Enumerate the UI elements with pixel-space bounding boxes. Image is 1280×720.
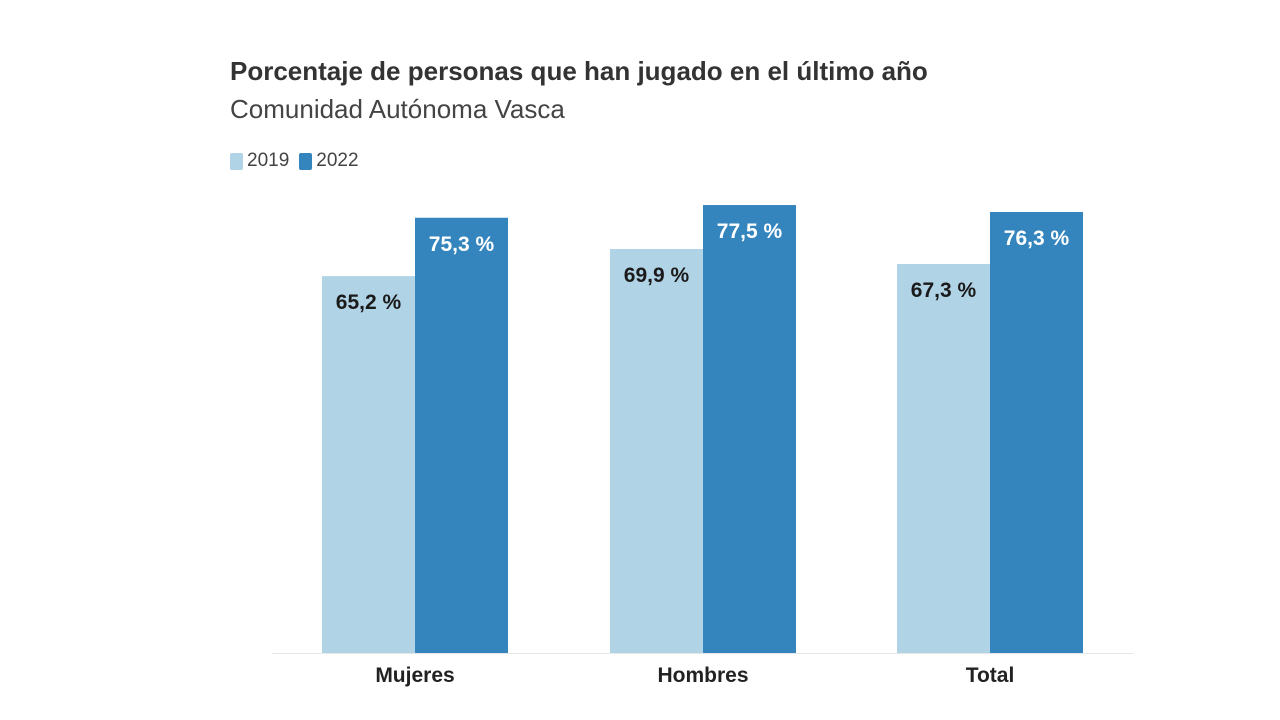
x-tick-label-hombres: Hombres: [657, 664, 748, 687]
data-label-total-2022: 76,3 %: [1004, 227, 1070, 250]
bar-mujeres-2022: [415, 217, 508, 654]
legend-item-2019: 2019: [230, 150, 289, 172]
data-label-hombres-2022: 77,5 %: [717, 220, 783, 243]
bar-mujeres-2019: [322, 276, 415, 653]
legend: 2019 2022: [230, 150, 359, 172]
legend-item-2022: 2022: [299, 150, 359, 172]
x-tick-label-total: Total: [966, 664, 1015, 687]
legend-label-2022: 2022: [316, 150, 359, 171]
data-label-mujeres-2019: 65,2 %: [336, 291, 402, 314]
legend-swatch-2022: [299, 152, 313, 170]
data-label-hombres-2019: 69,9 %: [624, 264, 690, 287]
legend-swatch-2019: [230, 152, 243, 170]
bar-hombres-2022: [703, 205, 796, 654]
x-tick-label-mujeres: Mujeres: [375, 664, 454, 687]
bar-hombres-2019: [610, 248, 703, 653]
data-label-mujeres-2022: 75,3 %: [429, 233, 495, 256]
legend-label-2019: 2019: [247, 150, 290, 171]
chart-title: Porcentaje de personas que han jugado en…: [230, 56, 928, 86]
data-label-total-2019: 67,3 %: [911, 279, 977, 302]
chart-subtitle: Comunidad Autónoma Vasca: [230, 94, 565, 124]
bar-total-2019: [897, 264, 990, 653]
bar-total-2022: [990, 211, 1083, 653]
